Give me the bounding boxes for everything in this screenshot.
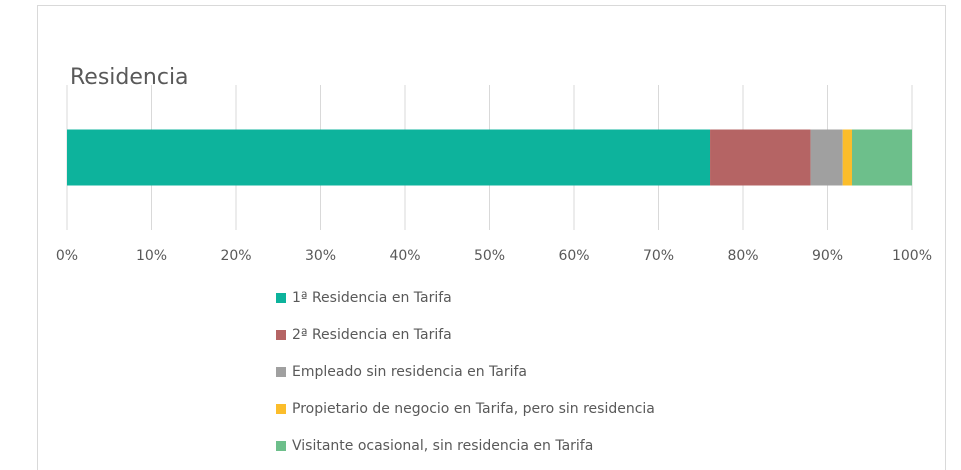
legend-label: Empleado sin residencia en Tarifa <box>292 364 527 380</box>
legend-swatch <box>276 330 286 340</box>
x-tick-label: 70% <box>643 248 674 264</box>
x-tick-label: 50% <box>474 248 505 264</box>
legend-label: Propietario de negocio en Tarifa, pero s… <box>292 401 655 417</box>
legend-label: Visitante ocasional, sin residencia en T… <box>292 438 593 454</box>
x-tick-label: 40% <box>389 248 420 264</box>
legend-label: 1ª Residencia en Tarifa <box>292 290 452 306</box>
x-tick-label: 90% <box>812 248 843 264</box>
bar-segment <box>842 129 853 186</box>
x-tick-label: 100% <box>892 248 932 264</box>
bar-segment <box>810 129 843 186</box>
legend-swatch <box>276 293 286 303</box>
legend-swatch <box>276 441 286 451</box>
chart-title: Residencia <box>70 65 189 90</box>
x-tick-label: 20% <box>220 248 251 264</box>
chart-border <box>37 5 946 470</box>
x-tick-label: 60% <box>558 248 589 264</box>
legend-swatch <box>276 367 286 377</box>
x-tick-label: 30% <box>305 248 336 264</box>
x-tick-label: 0% <box>56 248 78 264</box>
bar-segment <box>67 129 711 186</box>
x-tick-label: 80% <box>727 248 758 264</box>
bar-segment <box>710 129 811 186</box>
bar-segment <box>852 129 912 186</box>
legend-swatch <box>276 404 286 414</box>
x-tick-label: 10% <box>136 248 167 264</box>
legend-label: 2ª Residencia en Tarifa <box>292 327 452 343</box>
